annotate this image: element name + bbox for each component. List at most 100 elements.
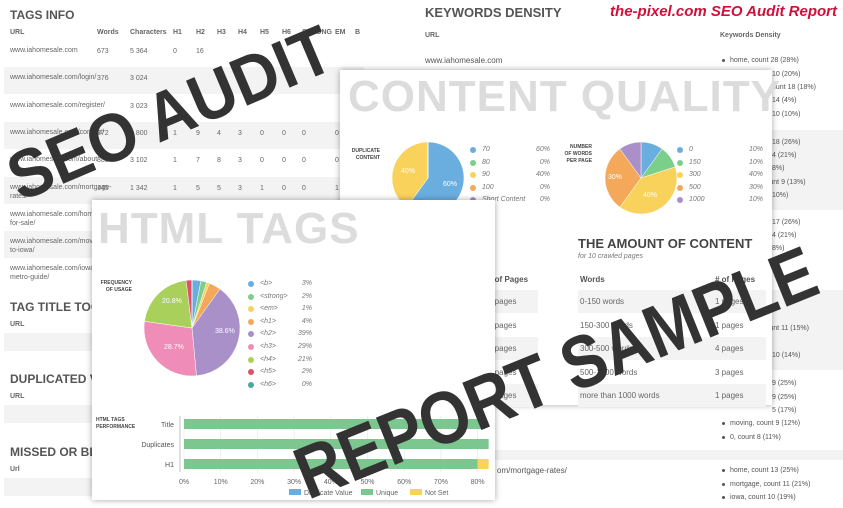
cell: 1 bbox=[173, 157, 177, 165]
pie-slice bbox=[604, 148, 642, 208]
url-cell: www.iahomesale.com/contact/ bbox=[10, 128, 105, 136]
bullet bbox=[722, 422, 725, 425]
cell: 5 364 bbox=[130, 48, 148, 55]
keyword-item: 8%) bbox=[772, 245, 785, 252]
legend-value: 40% bbox=[748, 171, 763, 178]
legend-value: 4% bbox=[301, 317, 312, 325]
column-header: Characters bbox=[130, 29, 167, 36]
url-cell: www.iahomesale.com/iowa-metro-guide/ bbox=[10, 265, 97, 282]
keyword-item: 9 (25%) bbox=[772, 394, 797, 401]
legend-value: 40% bbox=[535, 171, 550, 178]
pie-caption: DUPLICATE CONTENT bbox=[351, 148, 380, 161]
legend-value: 3% bbox=[301, 280, 312, 287]
table-subtitle: for 10 crawled pages bbox=[578, 253, 643, 260]
table-cell: 1 pages bbox=[715, 297, 744, 306]
legend-label: 0 bbox=[689, 146, 693, 153]
cell: 3 bbox=[238, 184, 242, 192]
column-header: B bbox=[355, 29, 361, 36]
slice-label: 20.8% bbox=[162, 298, 182, 305]
cell: 3 bbox=[238, 129, 242, 137]
legend-label: <h4> bbox=[260, 355, 276, 363]
x-tick-label: 10% bbox=[214, 479, 228, 486]
row-band bbox=[578, 337, 766, 360]
row-band bbox=[578, 384, 766, 407]
html-tags-panel: HTML TAGS FREQUENCY OF USAGE 38.6% 28.7% 20.… bbox=[92, 200, 495, 500]
legend-swatch bbox=[248, 331, 254, 338]
table-cell: 6 pages bbox=[488, 367, 517, 377]
legend-value: 10% bbox=[748, 158, 763, 166]
row-band bbox=[4, 176, 364, 204]
slice-label: 60% bbox=[443, 181, 458, 188]
cell: 4 bbox=[217, 129, 221, 137]
pie-slice bbox=[619, 141, 642, 179]
keyword-item: 10 (10%) bbox=[772, 111, 801, 118]
url-cell: om/mortgage-rates/ bbox=[497, 466, 567, 475]
table-cell: 1 pages bbox=[715, 391, 744, 400]
legend-swatch bbox=[248, 381, 254, 388]
legend-swatch bbox=[410, 489, 422, 495]
keyword-item: count 9 (13%) bbox=[762, 179, 806, 186]
legend-label: 500 bbox=[689, 183, 701, 191]
x-tick-label: 30% bbox=[287, 479, 301, 486]
legend-swatch bbox=[470, 184, 476, 191]
bar-segment bbox=[184, 439, 489, 449]
table-cell: 0 pages bbox=[488, 344, 517, 353]
table-cell: 0-150 words bbox=[580, 297, 625, 306]
cell: 3 102 bbox=[130, 157, 148, 165]
keyword-item: mortgage, count 11 (21%) bbox=[730, 481, 811, 488]
keyword-item: moving, count 9 (12%) bbox=[730, 420, 801, 427]
legend-label: <strong> bbox=[260, 292, 288, 300]
report-title: the-pixel.com SEO Audit Report bbox=[610, 3, 837, 20]
x-tick-label: 40% bbox=[324, 479, 338, 486]
legend-value: 0% bbox=[539, 183, 550, 191]
legend-swatch bbox=[677, 147, 683, 153]
cell: 673 bbox=[97, 48, 109, 55]
keyword-item: 5 (17%) bbox=[772, 407, 797, 414]
y-tick-label: H1 bbox=[165, 462, 174, 469]
table-cell: 300-500 words bbox=[580, 344, 633, 353]
cell: 0 bbox=[260, 129, 264, 137]
legend-swatch bbox=[248, 318, 254, 325]
table-cell: 0 pages bbox=[488, 297, 517, 306]
bullet bbox=[722, 59, 725, 62]
legend-label: 90 bbox=[482, 171, 490, 178]
legend-label: Short Content bbox=[482, 196, 526, 203]
pie-slice bbox=[191, 288, 241, 377]
keyword-item: 4 (21%) bbox=[772, 232, 797, 239]
cell: 1 bbox=[173, 184, 177, 192]
cell: 389 bbox=[97, 157, 109, 165]
legend-label: 70 bbox=[482, 146, 490, 153]
legend-label: <h3> bbox=[260, 343, 276, 350]
legend-value: 0% bbox=[301, 380, 312, 388]
cell: 145 bbox=[97, 184, 109, 192]
table-cell: 500-1000 words bbox=[580, 367, 638, 377]
panel-title: HTML TAGS bbox=[98, 204, 360, 253]
row-band bbox=[420, 450, 843, 460]
legend-swatch bbox=[470, 147, 476, 153]
keyword-item: count 11 (15%) bbox=[762, 325, 809, 332]
bullet bbox=[722, 496, 725, 499]
table-cell: 3 pages bbox=[715, 367, 744, 377]
legend-label: 80 bbox=[482, 158, 490, 166]
column-header: URL bbox=[10, 29, 25, 36]
slice-label: 38.6% bbox=[215, 328, 235, 335]
legend-value: 1% bbox=[301, 305, 312, 313]
keyword-item: 4 (21%) bbox=[772, 152, 797, 159]
column-header: H5 bbox=[260, 29, 269, 36]
legend-value: 10% bbox=[748, 146, 763, 153]
legend-swatch bbox=[470, 172, 476, 178]
legend-label: Unique bbox=[376, 490, 398, 497]
section-title: TAGS INFO bbox=[10, 8, 75, 22]
cell: 3 024 bbox=[130, 75, 148, 83]
legend-swatch bbox=[248, 293, 254, 300]
legend-swatch bbox=[470, 159, 476, 166]
legend-value: 10% bbox=[748, 196, 763, 203]
cell: 1 bbox=[260, 184, 264, 192]
x-tick-label: 20% bbox=[250, 479, 264, 486]
cell: 9 bbox=[196, 129, 200, 137]
legend-value: 30% bbox=[748, 183, 763, 191]
x-tick-label: 70% bbox=[434, 479, 448, 486]
keyword-item: iowa, count 10 (19%) bbox=[730, 494, 796, 501]
legend-label: Duplicate Value bbox=[304, 490, 353, 497]
y-tick-label: Title bbox=[161, 422, 174, 429]
